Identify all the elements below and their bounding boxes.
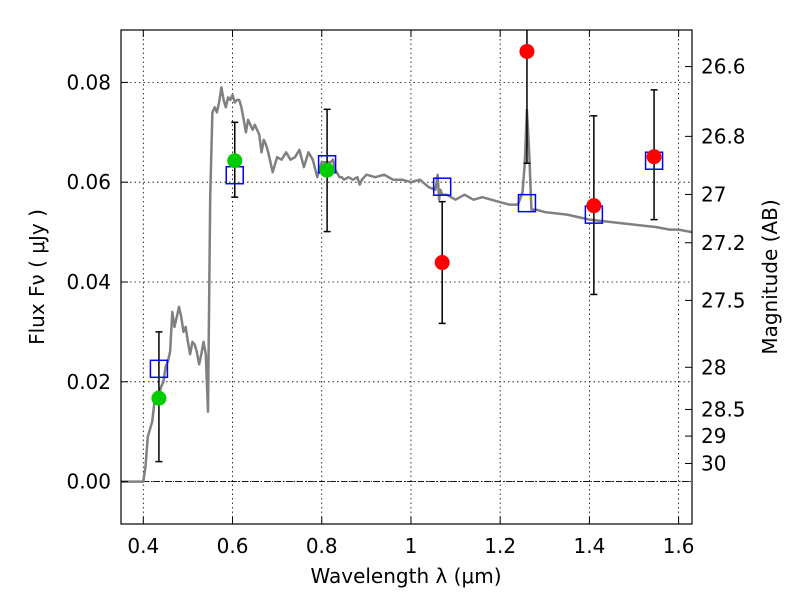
photometry-points [151, 43, 662, 406]
x-axis-ticks: 0.4 0.6 0.8 1 1.2 1.4 1.6 [127, 30, 695, 558]
right-axis-label: Magnitude (AB) [758, 199, 782, 354]
model-box [517, 193, 537, 213]
plot-area [121, 30, 692, 483]
x-tick-label: 0.6 [217, 534, 249, 558]
right-tick-label: 28 [701, 355, 726, 379]
y-tick-label: 0.06 [66, 170, 111, 194]
ir-point [646, 149, 662, 165]
right-tick-label: 27.2 [701, 231, 746, 255]
right-tick-label: 26.8 [701, 124, 746, 148]
model-box [149, 359, 169, 379]
grid-lines [121, 30, 692, 524]
x-tick-label: 0.8 [306, 534, 338, 558]
y-tick-label: 0.08 [66, 70, 111, 94]
optical-point [319, 162, 335, 178]
right-tick-label: 26.6 [701, 55, 746, 79]
x-tick-label: 1.6 [663, 534, 695, 558]
y-axis-ticks: 0.00 0.02 0.04 0.06 0.08 [66, 70, 128, 494]
y-tick-label: 0.02 [66, 370, 111, 394]
model-box [432, 177, 452, 196]
optical-point [151, 390, 167, 406]
right-tick-label: 27.5 [701, 288, 746, 312]
ir-point [519, 43, 535, 59]
right-tick-label: 27 [701, 182, 726, 206]
right-tick-label: 30 [701, 451, 726, 475]
sed-template-line [121, 86, 692, 483]
x-tick-label: 0.4 [127, 534, 159, 558]
right-tick-label: 29 [701, 424, 726, 448]
plot-frame [120, 29, 693, 525]
x-axis-label: Wavelength λ (μm) [310, 564, 501, 588]
x-tick-label: 1 [405, 534, 418, 558]
x-tick-label: 1.2 [484, 534, 516, 558]
x-tick-label: 1.4 [573, 534, 605, 558]
right-axis-ticks: 26.6 26.8 27 27.2 27.5 28 28.5 29 30 [685, 55, 746, 475]
y-tick-label: 0.04 [66, 270, 111, 294]
optical-point [227, 153, 243, 169]
ir-point [434, 255, 450, 271]
y-axis-label: Flux Fν ( μJy ) [25, 209, 49, 345]
y-tick-label: 0.00 [66, 470, 111, 494]
right-tick-label: 28.5 [701, 397, 746, 421]
ir-point [586, 198, 602, 214]
